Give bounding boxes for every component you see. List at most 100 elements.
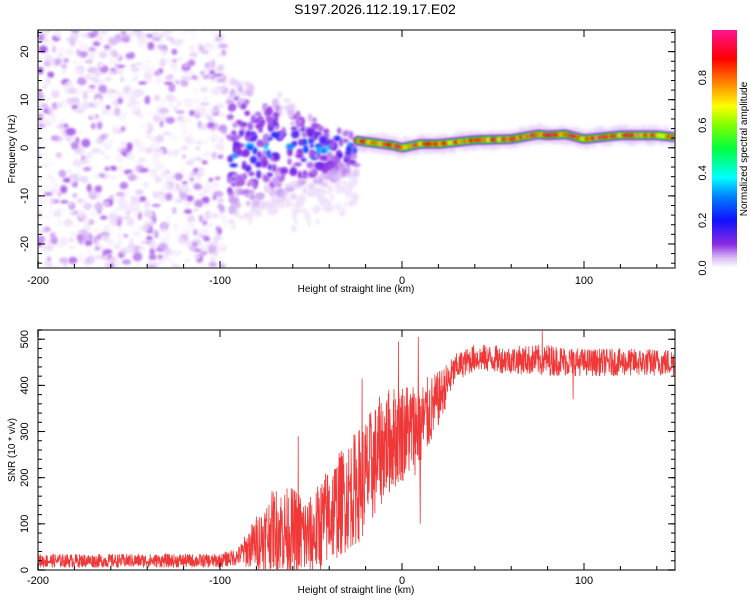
- spectrogram-cell: [341, 185, 348, 193]
- spectrogram-cell: [135, 139, 143, 146]
- spectrogram-cell: [70, 141, 79, 150]
- spectrogram-cell: [180, 79, 189, 87]
- spectrogram-cell: [322, 189, 327, 197]
- spectrogram-cell: [216, 78, 226, 83]
- spectrogram-cell: [143, 71, 153, 80]
- colorbar-label: Normalized spectral amplitude: [739, 81, 750, 216]
- spectrogram-cell: [154, 76, 163, 85]
- spectrogram-cell: [342, 131, 350, 137]
- spectrogram-cell: [179, 211, 184, 217]
- spectrogram-cell: [210, 256, 216, 262]
- spectrogram-cell: [182, 98, 193, 102]
- spectrogram-cell: [68, 256, 78, 264]
- spectrogram-cell: [259, 119, 266, 125]
- spectrogram-cell: [47, 71, 55, 78]
- spectrogram-cell: [83, 216, 92, 225]
- spectrogram-cell: [202, 203, 210, 208]
- spectrogram-cell: [181, 30, 188, 36]
- spectrogram-cell: [94, 254, 103, 260]
- spectrogram-cell: [162, 111, 168, 116]
- spectrogram-cell: [144, 200, 151, 209]
- spectrogram-cell: [103, 249, 113, 255]
- spectrogram-cell: [140, 168, 149, 173]
- spectrogram-cell: [215, 87, 225, 93]
- spectrogram-cell: [290, 121, 296, 126]
- spectrogram-cell: [53, 263, 60, 268]
- spectrogram-cell: [96, 195, 102, 200]
- snr-xlabel: Height of straight line (km): [298, 585, 415, 596]
- spectrogram-cell: [116, 69, 124, 74]
- spectrogram-cell: [207, 221, 215, 228]
- spectrogram-cell: [291, 130, 300, 139]
- spectrogram-cell: [165, 249, 175, 256]
- spectrogram-cell: [43, 38, 50, 42]
- spectrogram-cell: [79, 175, 89, 183]
- spectrogram-cell: [116, 231, 124, 241]
- spectrogram-cell: [155, 134, 165, 143]
- spectrogram-cell: [209, 70, 215, 75]
- spectrogram-cell: [187, 59, 196, 67]
- spectrogram-cell: [272, 98, 279, 105]
- spectrogram-cell: [102, 143, 112, 150]
- spectrogram-ylabel: Frequency (Hz): [7, 115, 18, 184]
- spectrogram-cell: [258, 126, 263, 133]
- spectrogram-cell: [38, 45, 48, 53]
- spectrogram-cell: [138, 196, 147, 202]
- spectrogram-cell: [193, 183, 202, 191]
- spectrogram-cell: [323, 128, 330, 134]
- spectrogram-cell: [321, 181, 327, 186]
- spectrogram-cell: [179, 183, 190, 192]
- spectrogram-cell: [264, 188, 272, 194]
- spectrogram-cell: [68, 167, 73, 175]
- spectrogram-cell: [266, 149, 272, 159]
- spectrogram-cell: [163, 59, 171, 63]
- spectrogram-cell: [107, 112, 117, 117]
- spectrogram-cell: [155, 113, 161, 117]
- spectrogram-cell: [322, 173, 328, 179]
- spectrogram-cell: [228, 195, 235, 204]
- spectrogram-cell: [137, 246, 146, 254]
- spectrogram-cell: [131, 104, 141, 114]
- colorbar-tick-label: 0.2: [697, 213, 709, 228]
- spectrogram-cell: [158, 59, 166, 67]
- spectrogram-cell: [197, 120, 202, 129]
- spectrogram-cell: [146, 59, 151, 64]
- spectrogram-cell: [142, 219, 150, 226]
- spectrogram-cell: [160, 97, 165, 106]
- spectrogram-cell: [221, 219, 228, 227]
- x-tick-label: 0: [399, 575, 405, 587]
- y-tick-label: 200: [19, 469, 31, 487]
- spectrogram-cell: [219, 263, 226, 268]
- spectrogram-cell: [306, 218, 312, 227]
- spectrogram-cell: [81, 33, 92, 38]
- spectrogram-cell: [65, 97, 76, 106]
- spectrogram-cell: [309, 149, 314, 158]
- spectrogram-cell: [255, 170, 262, 179]
- spectrogram-cell: [84, 240, 93, 246]
- spectrogram-cell: [99, 104, 107, 108]
- spectrogram-cell: [159, 199, 166, 204]
- spectrogram-cell: [187, 70, 195, 77]
- spectrogram-cell: [343, 201, 348, 207]
- spectrogram-cell: [189, 246, 195, 251]
- spectrogram-cell: [183, 258, 190, 263]
- spectrogram-cell: [99, 134, 107, 140]
- spectrogram-cell: [159, 120, 164, 128]
- x-tick-label: -200: [27, 575, 49, 587]
- spectrogram-cell: [49, 113, 57, 119]
- spectrogram-cell: [72, 223, 80, 229]
- spectrogram-cell: [260, 205, 265, 211]
- spectrogram-cell: [116, 239, 123, 248]
- spectrogram-cell: [217, 154, 224, 159]
- spectrogram-cell: [145, 235, 153, 241]
- spectrogram-cell: [326, 186, 333, 196]
- spectrogram-cell: [291, 140, 298, 147]
- spectrogram-cell: [206, 122, 215, 129]
- spectrogram-cell: [123, 94, 129, 99]
- spectrogram-cell: [130, 101, 140, 105]
- spectrogram-cell: [38, 261, 42, 267]
- spectrogram-cell: [179, 191, 188, 200]
- spectrogram-cell: [302, 170, 308, 177]
